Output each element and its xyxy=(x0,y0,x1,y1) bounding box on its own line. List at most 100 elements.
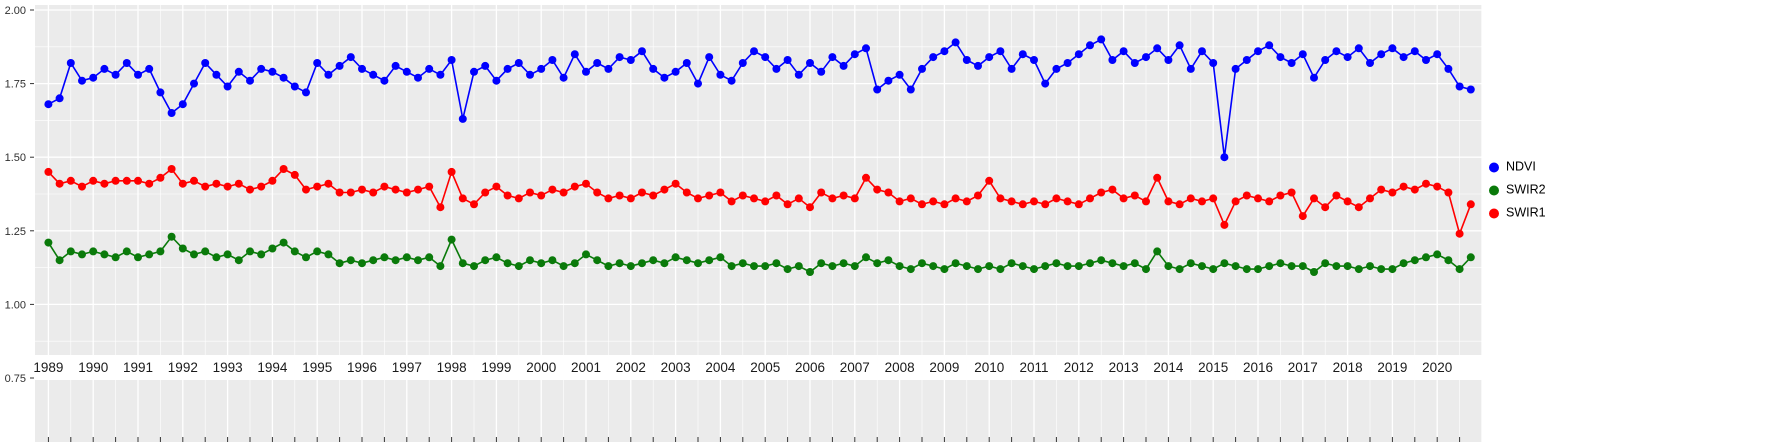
data-point-swir1 xyxy=(369,188,378,197)
data-point-ndvi xyxy=(716,70,725,79)
data-point-ndvi xyxy=(201,59,210,67)
data-point-swir1 xyxy=(1108,185,1117,194)
data-point-ndvi xyxy=(1455,82,1464,91)
data-point-ndvi xyxy=(492,76,501,85)
data-point-swir2 xyxy=(817,259,826,268)
data-point-swir2 xyxy=(1030,265,1038,274)
data-point-ndvi xyxy=(1254,47,1262,56)
data-point-swir2 xyxy=(369,256,378,265)
data-point-ndvi xyxy=(212,70,221,79)
x-axis-tick-label: 1992 xyxy=(168,360,198,375)
data-point-ndvi xyxy=(839,61,848,70)
x-axis-tick-label: 1989 xyxy=(33,360,63,375)
data-point-swir2 xyxy=(604,262,613,271)
data-point-ndvi xyxy=(727,76,736,85)
data-point-swir1 xyxy=(1276,191,1285,200)
data-point-swir1 xyxy=(44,167,53,176)
x-axis-tick-label: 1991 xyxy=(123,360,153,375)
data-point-swir1 xyxy=(1354,203,1363,212)
data-point-swir2 xyxy=(1265,262,1274,271)
data-point-swir1 xyxy=(1242,191,1251,200)
x-axis-tick-label: 2020 xyxy=(1422,360,1452,375)
data-point-swir1 xyxy=(279,165,288,173)
data-point-swir2 xyxy=(268,244,277,253)
data-point-swir2 xyxy=(1231,262,1240,271)
data-point-swir2 xyxy=(828,262,837,271)
data-point-swir1 xyxy=(156,173,165,182)
data-point-swir1 xyxy=(1332,191,1341,200)
data-point-ndvi xyxy=(626,56,635,64)
data-point-swir1 xyxy=(1287,188,1296,197)
data-point-swir2 xyxy=(1086,259,1094,268)
y-axis-tick-label: 1.50 xyxy=(5,152,26,164)
data-point-ndvi xyxy=(1433,50,1442,59)
data-point-ndvi xyxy=(1119,47,1128,56)
data-point-swir1 xyxy=(55,179,64,188)
data-point-ndvi xyxy=(850,50,859,59)
x-axis-tick-label: 2002 xyxy=(616,360,646,375)
x-axis-tick-label: 2006 xyxy=(795,360,825,375)
data-point-swir2 xyxy=(1074,262,1083,271)
data-point-swir1 xyxy=(828,194,837,203)
data-point-ndvi xyxy=(593,59,602,67)
data-point-ndvi xyxy=(178,100,187,109)
data-point-swir1 xyxy=(817,188,826,197)
data-point-swir1 xyxy=(593,188,602,197)
data-point-ndvi xyxy=(1130,59,1139,67)
x-axis-tick-label: 1996 xyxy=(347,360,377,375)
data-point-swir1 xyxy=(1209,194,1218,203)
data-point-ndvi xyxy=(570,50,579,59)
data-point-swir2 xyxy=(1287,262,1296,271)
data-point-swir2 xyxy=(458,259,467,268)
data-point-swir1 xyxy=(1455,229,1464,238)
data-point-swir2 xyxy=(738,259,747,268)
data-point-swir1 xyxy=(1388,188,1397,197)
x-axis-tick-label: 2010 xyxy=(974,360,1004,375)
data-point-swir2 xyxy=(470,262,478,271)
data-point-swir1 xyxy=(190,176,198,185)
data-point-ndvi xyxy=(1410,47,1419,56)
data-point-swir2 xyxy=(324,250,333,259)
data-point-ndvi xyxy=(268,67,277,76)
data-point-swir1 xyxy=(78,182,86,191)
data-point-swir2 xyxy=(447,235,456,244)
data-point-swir2 xyxy=(727,262,736,271)
data-point-swir1 xyxy=(1321,203,1330,212)
data-point-swir2 xyxy=(1018,262,1027,271)
data-point-swir1 xyxy=(559,188,568,197)
data-point-swir1 xyxy=(246,185,254,194)
data-point-swir2 xyxy=(794,262,803,271)
data-point-ndvi xyxy=(559,73,568,82)
data-point-swir2 xyxy=(649,256,658,265)
y-axis-tick-label: 1.00 xyxy=(5,299,26,311)
legend: NDVI SWIR2 SWIR1 xyxy=(1489,159,1546,222)
data-point-swir1 xyxy=(1175,200,1184,209)
data-point-swir1 xyxy=(940,200,949,209)
data-point-swir2 xyxy=(1388,265,1397,274)
data-point-swir1 xyxy=(626,194,635,203)
data-point-swir2 xyxy=(850,262,859,271)
legend-item-swir2: SWIR2 xyxy=(1489,182,1546,199)
x-axis-tick-label: 2001 xyxy=(571,360,601,375)
data-point-swir2 xyxy=(884,256,893,265)
data-point-swir2 xyxy=(660,259,669,268)
data-point-swir1 xyxy=(1052,194,1061,203)
data-point-ndvi xyxy=(1074,50,1083,59)
data-point-swir1 xyxy=(705,191,714,200)
x-axis-tick-label: 2013 xyxy=(1109,360,1139,375)
data-point-swir2 xyxy=(962,262,971,271)
data-point-ndvi xyxy=(895,70,904,79)
data-point-ndvi xyxy=(918,64,926,73)
data-point-swir1 xyxy=(145,179,154,188)
data-point-ndvi xyxy=(1198,47,1206,56)
data-point-swir2 xyxy=(1007,259,1016,268)
data-point-swir1 xyxy=(738,191,747,200)
data-point-swir2 xyxy=(671,253,680,262)
data-point-ndvi xyxy=(806,59,814,67)
data-point-ndvi xyxy=(1265,41,1274,50)
data-point-swir2 xyxy=(1209,265,1218,274)
data-point-ndvi xyxy=(985,53,994,62)
data-point-swir1 xyxy=(1310,194,1318,203)
series-swir1 xyxy=(44,165,1475,238)
data-point-ndvi xyxy=(1231,64,1240,73)
